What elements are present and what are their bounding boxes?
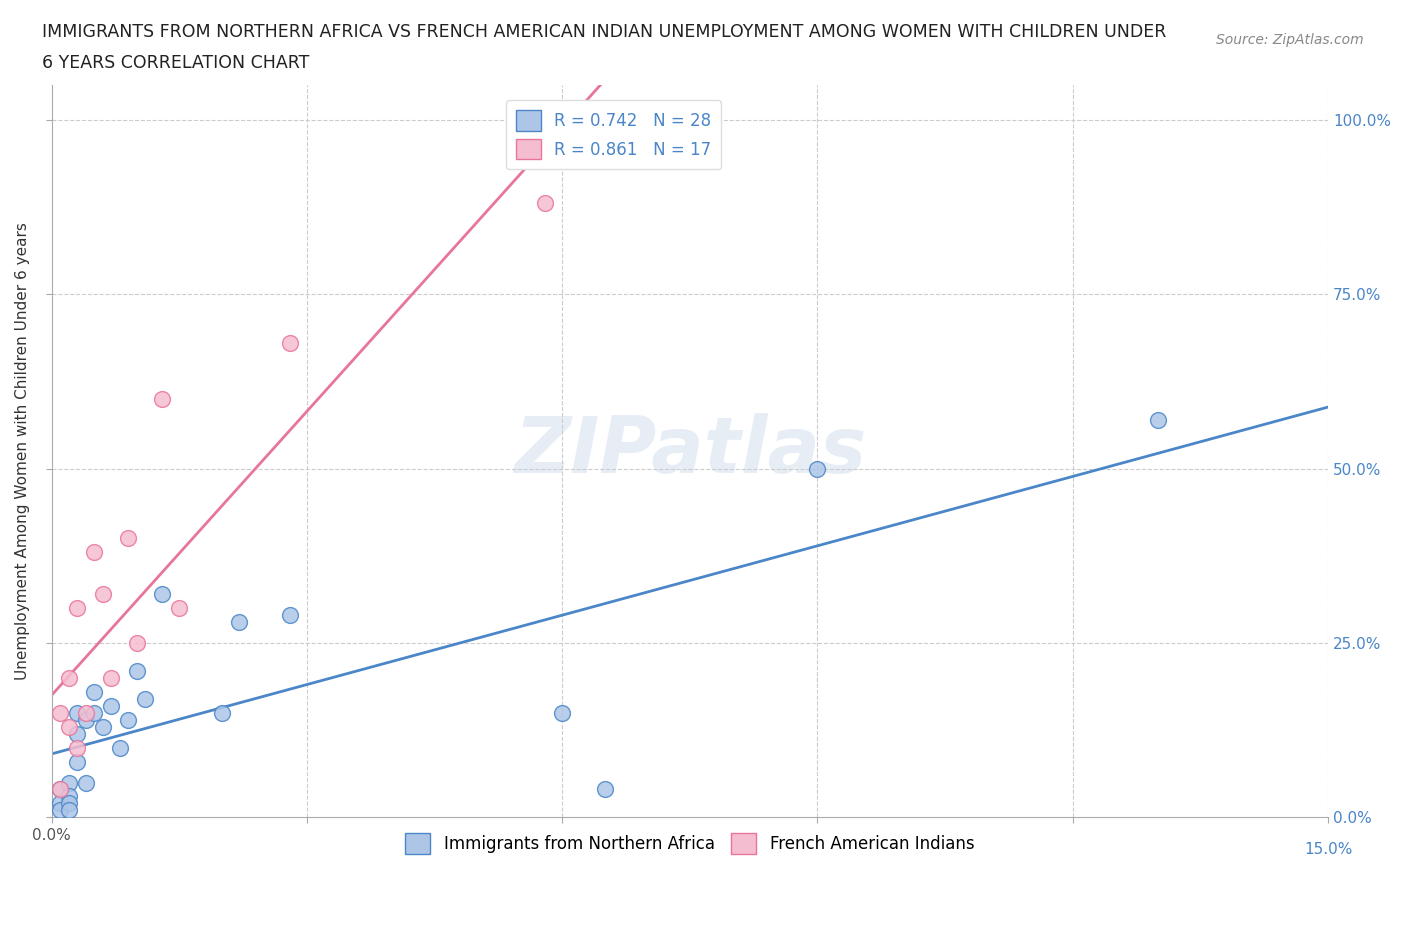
Point: [66, 705, 89, 720]
Point: [75, 775, 97, 790]
Text: 15.0%: 15.0%: [1303, 843, 1353, 857]
Point: [49, 796, 72, 811]
Y-axis label: Unemployment Among Women with Children Under 6 years: Unemployment Among Women with Children U…: [15, 222, 30, 680]
Point: [278, 336, 301, 351]
Point: [75, 705, 97, 720]
Point: [91, 719, 114, 734]
Point: [91, 587, 114, 602]
Point: [58, 789, 80, 804]
Point: [66, 740, 89, 755]
Text: ZIPatlas: ZIPatlas: [513, 413, 866, 489]
Point: [66, 601, 89, 616]
Point: [58, 796, 80, 811]
Point: [228, 615, 250, 630]
Point: [593, 782, 616, 797]
Point: [211, 705, 233, 720]
Point: [117, 531, 139, 546]
Point: [100, 698, 122, 713]
Point: [58, 803, 80, 817]
Point: [551, 705, 574, 720]
Point: [58, 671, 80, 685]
Point: [49, 803, 72, 817]
Point: [278, 607, 301, 622]
Point: [125, 635, 148, 650]
Point: [49, 782, 72, 797]
Point: [568, 113, 591, 127]
Point: [66, 754, 89, 769]
Text: 6 YEARS CORRELATION CHART: 6 YEARS CORRELATION CHART: [42, 54, 309, 72]
Point: [534, 196, 557, 211]
Legend: Immigrants from Northern Africa, French American Indians: Immigrants from Northern Africa, French …: [399, 827, 981, 860]
Point: [806, 461, 828, 476]
Text: IMMIGRANTS FROM NORTHERN AFRICA VS FRENCH AMERICAN INDIAN UNEMPLOYMENT AMONG WOM: IMMIGRANTS FROM NORTHERN AFRICA VS FRENC…: [42, 23, 1167, 41]
Point: [58, 719, 80, 734]
Point: [66, 726, 89, 741]
Point: [58, 775, 80, 790]
Point: [49, 782, 72, 797]
Point: [150, 392, 173, 406]
Point: [150, 587, 173, 602]
Point: [117, 712, 139, 727]
Point: [83, 705, 105, 720]
Point: [100, 671, 122, 685]
Point: [125, 663, 148, 678]
Point: [167, 601, 190, 616]
Point: [108, 740, 131, 755]
Point: [134, 691, 156, 706]
Point: [83, 545, 105, 560]
Text: Source: ZipAtlas.com: Source: ZipAtlas.com: [1216, 33, 1364, 46]
Point: [1147, 412, 1170, 427]
Point: [49, 705, 72, 720]
Point: [83, 684, 105, 699]
Point: [75, 712, 97, 727]
